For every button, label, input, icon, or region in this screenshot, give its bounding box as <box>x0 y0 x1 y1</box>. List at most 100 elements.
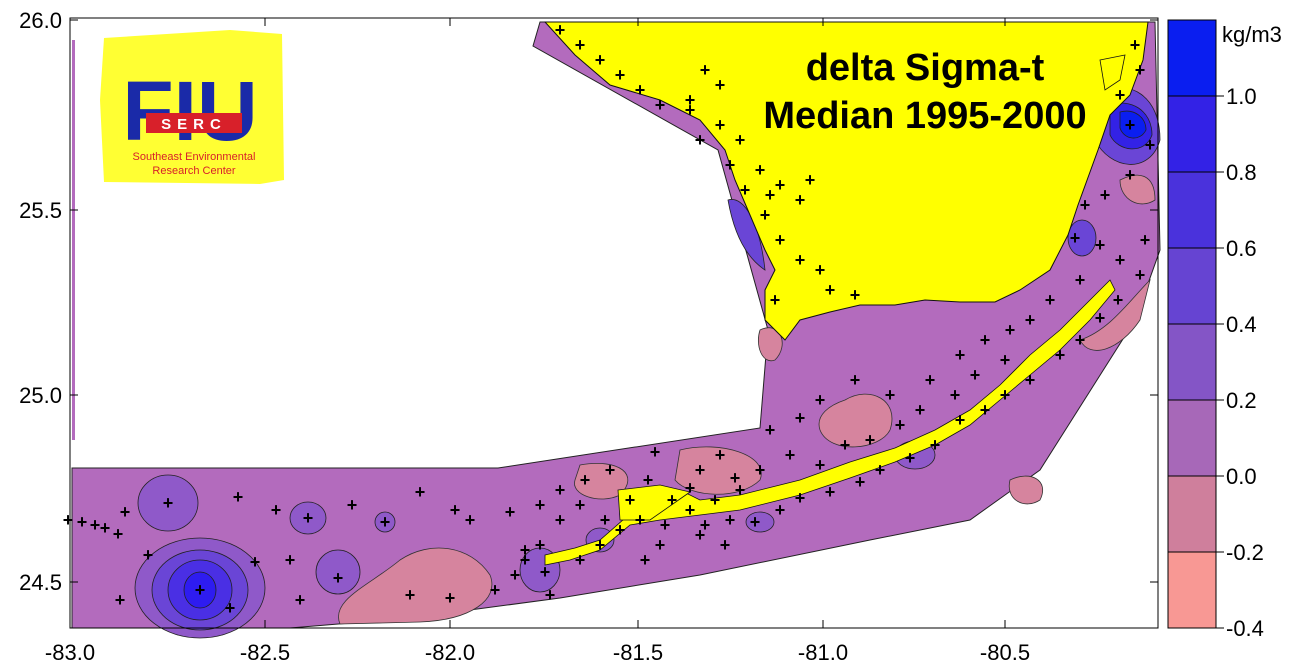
station-marker: + <box>285 550 296 570</box>
station-marker: + <box>850 370 861 390</box>
zone-high <box>1119 110 1147 139</box>
station-marker: + <box>225 598 236 618</box>
mainland <box>543 21 1149 341</box>
legend-swatch <box>1167 399 1217 477</box>
station-marker: + <box>765 185 776 205</box>
station-marker: + <box>1025 310 1036 330</box>
station-marker: + <box>700 60 711 80</box>
station-marker: + <box>63 510 74 530</box>
station-marker: + <box>635 80 646 100</box>
y-tick-label: 25.0 <box>19 383 62 408</box>
station-marker: + <box>1115 250 1126 270</box>
station-marker: + <box>520 540 531 560</box>
station-marker: + <box>685 500 696 520</box>
station-marker: + <box>715 115 726 135</box>
station-marker: + <box>575 495 586 515</box>
station-marker: + <box>725 510 736 530</box>
station-marker: + <box>970 365 981 385</box>
station-marker: + <box>1005 320 1016 340</box>
station-marker: + <box>1115 85 1126 105</box>
station-marker: + <box>625 490 636 510</box>
zone-neg <box>1119 174 1156 205</box>
zone-high <box>315 549 361 595</box>
station-markers: + + + + ++ + ++ +++++ + + ++ + +++++ ++++++ + + ++++++++… <box>63 20 1156 618</box>
logo-line-2: Research Center <box>152 165 235 177</box>
station-marker: + <box>685 478 696 498</box>
station-marker: + <box>600 510 611 530</box>
station-marker: + <box>295 590 306 610</box>
x-tick-label: -82.0 <box>425 640 475 665</box>
station-marker: + <box>555 480 566 500</box>
legend-swatch <box>1167 171 1217 249</box>
station-marker: + <box>775 175 786 195</box>
station-marker: + <box>1080 195 1091 215</box>
station-marker: + <box>1140 230 1151 250</box>
station-marker: + <box>667 490 678 510</box>
station-marker: + <box>1095 235 1106 255</box>
y-tick-label: 26.0 <box>19 8 62 33</box>
zone-neg <box>818 393 893 448</box>
station-marker: + <box>450 500 461 520</box>
station-marker: + <box>875 460 886 480</box>
zone-high <box>374 511 396 533</box>
keys-islands <box>617 484 691 521</box>
station-marker: + <box>715 445 726 465</box>
station-marker: + <box>795 250 806 270</box>
station-marker: + <box>755 160 766 180</box>
station-marker: + <box>233 487 244 507</box>
station-marker: + <box>805 170 816 190</box>
logo-background <box>100 30 284 184</box>
legend-label: -0.2 <box>1226 540 1264 565</box>
zone-neg <box>674 446 762 495</box>
keys-islands <box>1099 54 1126 91</box>
station-marker: + <box>775 230 786 250</box>
station-marker: + <box>415 482 426 502</box>
station-marker: + <box>1100 185 1111 205</box>
station-marker: + <box>655 535 666 555</box>
legend-swatch <box>1167 19 1217 97</box>
y-ticks: 26.0 25.5 25.0 24.5 <box>19 8 1158 595</box>
station-marker: + <box>505 502 516 522</box>
station-marker: + <box>710 490 721 510</box>
legend-label: 0.4 <box>1226 312 1257 337</box>
station-marker: + <box>120 502 131 522</box>
station-marker: + <box>885 385 896 405</box>
station-marker: + <box>930 435 941 455</box>
station-marker: + <box>1000 350 1011 370</box>
map-title: delta Sigma-t Median 1995-2000 <box>763 47 1086 137</box>
station-marker: + <box>925 370 936 390</box>
station-marker: + <box>865 430 876 450</box>
station-marker: + <box>765 420 776 440</box>
station-marker: + <box>545 585 556 605</box>
station-marker: + <box>955 345 966 365</box>
station-marker: + <box>1070 228 1081 248</box>
plot-frame <box>69 17 1159 629</box>
station-marker: + <box>1125 115 1136 135</box>
zone-high <box>1067 219 1097 257</box>
station-marker: + <box>540 562 551 582</box>
y-tick-label: 24.5 <box>19 570 62 595</box>
station-marker: + <box>700 515 711 535</box>
station-marker: + <box>650 442 661 462</box>
station-marker: + <box>405 585 416 605</box>
station-marker: + <box>163 493 174 513</box>
station-marker: + <box>980 330 991 350</box>
station-marker: + <box>695 525 706 545</box>
station-marker: + <box>740 180 751 200</box>
zone-high <box>183 571 217 609</box>
station-marker: + <box>555 510 566 530</box>
station-marker: + <box>1025 370 1036 390</box>
station-marker: + <box>755 460 766 480</box>
station-marker: + <box>1075 270 1086 290</box>
legend-label: 0.6 <box>1226 236 1257 261</box>
station-marker: + <box>465 510 476 530</box>
station-marker: + <box>1145 135 1156 155</box>
station-marker: + <box>490 580 501 600</box>
x-tick-label: -81.0 <box>798 640 848 665</box>
station-marker: + <box>685 100 696 120</box>
station-marker: + <box>725 155 736 175</box>
zone-neg <box>1079 278 1151 351</box>
station-marker: + <box>250 552 261 572</box>
legend-swatch <box>1167 323 1217 401</box>
